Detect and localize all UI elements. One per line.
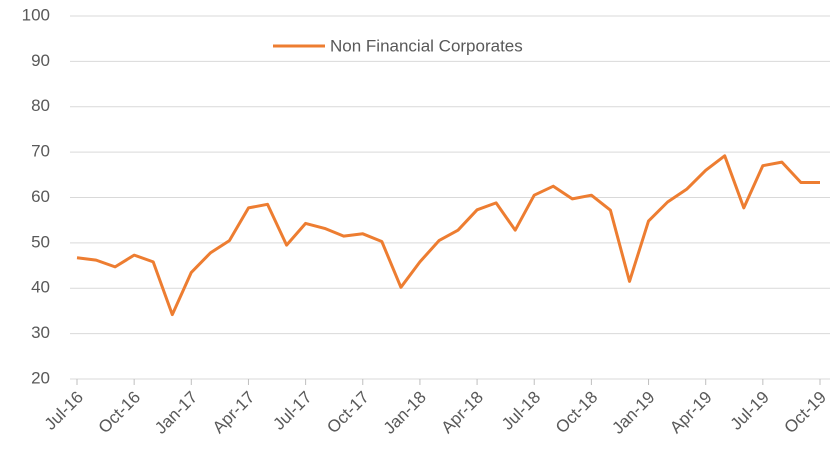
x-tick-label: Jan-18 (380, 388, 430, 438)
x-tick-label: Oct-18 (552, 388, 602, 438)
x-tick-label: Jan-17 (151, 388, 201, 438)
y-tick-label: 50 (31, 232, 50, 251)
y-tick-label: 30 (31, 323, 50, 342)
y-tick-label: 70 (31, 142, 50, 161)
x-tick-label: Jan-19 (608, 388, 658, 438)
x-tick-label: Oct-16 (95, 388, 145, 438)
x-tick-label: Oct-19 (780, 388, 830, 438)
x-tick-label: Jul-16 (41, 388, 87, 434)
y-tick-label: 100 (22, 5, 50, 24)
y-tick-label: 60 (31, 187, 50, 206)
x-tick-label: Jul-17 (269, 388, 315, 434)
x-tick-label: Apr-19 (666, 388, 716, 438)
x-tick-label: Jul-18 (498, 388, 544, 434)
y-tick-label: 40 (31, 278, 50, 297)
x-tick-label: Jul-19 (727, 388, 773, 434)
data-line (76, 154, 820, 317)
x-tick-label: Oct-17 (323, 388, 373, 438)
x-tick-label: Apr-17 (209, 388, 259, 438)
legend-label: Non Financial Corporates (330, 36, 523, 55)
y-tick-label: 80 (31, 96, 50, 115)
x-tick-label: Apr-18 (438, 388, 488, 438)
y-tick-label: 20 (31, 368, 50, 387)
y-tick-label: 90 (31, 51, 50, 70)
